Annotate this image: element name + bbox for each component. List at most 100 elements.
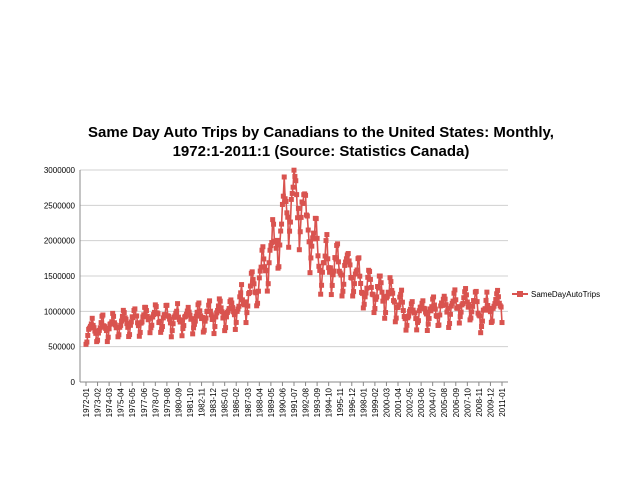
data-point xyxy=(244,310,250,316)
data-point xyxy=(445,305,451,311)
data-point xyxy=(191,325,197,331)
data-point xyxy=(403,327,409,333)
data-point xyxy=(402,316,408,322)
data-point xyxy=(391,299,397,305)
x-tick-label: 1990-06 xyxy=(278,387,287,417)
data-point xyxy=(358,281,364,286)
data-point xyxy=(412,310,418,316)
data-point xyxy=(155,311,161,317)
data-point xyxy=(495,287,501,293)
legend: SameDayAutoTrips xyxy=(512,290,600,299)
data-point xyxy=(406,313,412,319)
data-point xyxy=(482,306,488,312)
data-point xyxy=(392,319,398,325)
data-point xyxy=(458,309,464,315)
data-point xyxy=(428,308,434,314)
data-point xyxy=(333,256,339,262)
data-point xyxy=(474,299,480,305)
data-point xyxy=(343,256,349,262)
y-axis: 0 500000 1000000 1500000 2000000 2500000 30000… xyxy=(44,166,81,387)
data-point xyxy=(263,267,269,273)
data-point xyxy=(498,304,504,310)
data-point xyxy=(169,328,175,334)
data-point xyxy=(424,328,430,333)
data-point xyxy=(179,333,185,339)
series-samedayautotrips xyxy=(83,167,505,347)
data-point xyxy=(328,292,334,298)
y-tick-label: 1000000 xyxy=(44,307,76,316)
data-point xyxy=(487,309,493,315)
data-point xyxy=(95,337,101,343)
data-point xyxy=(319,269,325,275)
data-point xyxy=(245,303,251,309)
data-point xyxy=(228,297,234,303)
x-tick-label: 1992-08 xyxy=(302,387,311,417)
data-point xyxy=(347,262,353,268)
data-point xyxy=(382,315,388,321)
data-point xyxy=(269,240,275,246)
data-point xyxy=(231,312,237,318)
data-point xyxy=(181,323,187,329)
data-point xyxy=(189,316,195,322)
data-point xyxy=(239,297,245,303)
data-point xyxy=(415,318,421,324)
data-point xyxy=(290,184,296,190)
data-point xyxy=(351,289,357,295)
data-point xyxy=(447,311,453,317)
x-tick-label: 1987-03 xyxy=(244,387,253,417)
data-point xyxy=(390,290,396,296)
data-point xyxy=(414,327,420,333)
data-point xyxy=(232,326,238,332)
chart-title-line-1: Same Day Auto Trips by Canadians to the … xyxy=(88,124,554,141)
data-point xyxy=(293,178,299,184)
data-point xyxy=(335,259,341,265)
data-point xyxy=(442,296,448,302)
data-point xyxy=(377,273,383,279)
data-point xyxy=(100,312,106,318)
data-point xyxy=(276,264,282,270)
data-point xyxy=(295,205,301,211)
data-point xyxy=(243,320,249,326)
x-tick-label: 2009-12 xyxy=(486,387,495,417)
data-point xyxy=(346,258,352,264)
data-point xyxy=(367,269,373,275)
data-point xyxy=(255,300,261,306)
data-point xyxy=(273,245,279,251)
x-tick-label: 1986-02 xyxy=(232,387,241,417)
data-point xyxy=(93,330,99,336)
data-point xyxy=(309,243,315,249)
data-point xyxy=(282,196,288,202)
data-point xyxy=(174,308,180,314)
x-tick-label: 1998-01 xyxy=(359,387,368,417)
data-point xyxy=(407,306,413,312)
data-point xyxy=(418,304,424,310)
data-point xyxy=(306,239,312,245)
x-tick-label: 2005-08 xyxy=(440,387,449,417)
data-point xyxy=(229,300,235,306)
data-point xyxy=(185,304,191,310)
x-tick-label: 2007-10 xyxy=(463,387,472,417)
data-point xyxy=(444,309,450,315)
y-tick-label: 2000000 xyxy=(44,237,76,246)
data-point xyxy=(249,269,255,275)
data-point xyxy=(343,259,349,265)
data-point xyxy=(105,334,111,340)
data-point xyxy=(420,298,426,304)
data-point xyxy=(367,276,373,282)
data-point xyxy=(389,288,395,294)
data-point xyxy=(264,288,270,294)
data-point xyxy=(289,190,295,196)
data-point xyxy=(241,302,247,308)
data-point xyxy=(104,339,110,345)
data-point xyxy=(425,321,431,327)
data-point xyxy=(147,330,153,336)
data-point xyxy=(279,221,285,227)
data-point xyxy=(399,299,405,305)
data-point xyxy=(110,310,116,316)
data-point xyxy=(439,302,445,308)
x-tick-label: 1976-05 xyxy=(128,387,137,417)
data-point xyxy=(318,291,324,297)
data-point xyxy=(137,329,143,335)
data-point xyxy=(429,304,435,310)
data-point xyxy=(307,270,313,276)
